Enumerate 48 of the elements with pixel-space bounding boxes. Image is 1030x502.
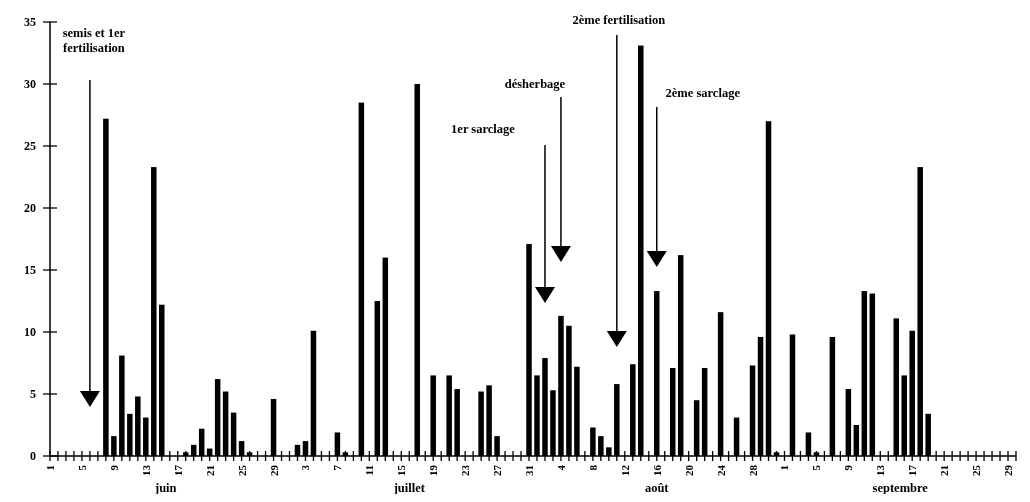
y-tick-label: 15 [24, 263, 36, 277]
x-tick-label: 19 [427, 464, 440, 476]
x-tick-label: 12 [618, 464, 631, 476]
x-tick-label: 17 [906, 464, 919, 476]
y-tick-label: 0 [30, 449, 36, 463]
x-tick-label: 29 [267, 464, 280, 476]
x-tick-label: 15 [395, 464, 408, 476]
x-tick-label: 21 [203, 465, 216, 476]
x-tick-label: 20 [682, 464, 695, 476]
x-tick-label: 5 [75, 464, 88, 471]
x-tick-label: 9 [842, 464, 855, 471]
annotation: semis et 1er fertilisation [62, 26, 126, 55]
x-tick-label: 11 [363, 465, 376, 476]
annotation: 1er sarclage [451, 122, 516, 136]
x-tick-label: 9 [107, 464, 120, 471]
annotation: désherbage [504, 77, 566, 91]
x-tick-label: 8 [586, 464, 599, 471]
x-tick-label: 1 [44, 465, 56, 471]
x-tick-label: 23 [459, 464, 472, 476]
x-tick-label: 29 [1002, 464, 1015, 476]
y-tick-label: 10 [24, 325, 36, 339]
x-tick-label: 13 [874, 464, 887, 476]
x-tick-label: 5 [810, 464, 823, 471]
x-tick-label: 27 [491, 464, 504, 476]
x-tick-label: 3 [299, 464, 312, 471]
text: juillet [392, 481, 426, 495]
x-tick-label: 16 [650, 464, 663, 476]
x-tick-label: 7 [331, 464, 344, 471]
x-tick-label: 31 [523, 465, 536, 476]
annotation: 2ème fertilisation [572, 13, 666, 27]
y-tick-label: 5 [30, 387, 36, 401]
y-tick-label: 25 [24, 139, 36, 153]
x-tick-label: 4 [554, 464, 567, 471]
x-tick-label: 24 [714, 464, 727, 476]
text: juin [153, 481, 177, 495]
x-tick-label: 17 [171, 464, 184, 476]
x-tick-label: 25 [235, 464, 248, 476]
y-tick-label: 35 [24, 15, 36, 29]
x-tick-label: 13 [139, 464, 152, 476]
x-tick-label: 28 [746, 464, 759, 476]
y-tick-label: 30 [24, 77, 36, 91]
x-tick-label: 21 [938, 465, 951, 476]
text: septembre [872, 481, 929, 495]
x-tick-label: 1 [778, 465, 791, 471]
annotation: 2ème sarclage [665, 86, 741, 100]
x-tick-label: 25 [970, 464, 983, 476]
y-tick-label: 20 [24, 201, 36, 215]
text: août [644, 481, 670, 495]
